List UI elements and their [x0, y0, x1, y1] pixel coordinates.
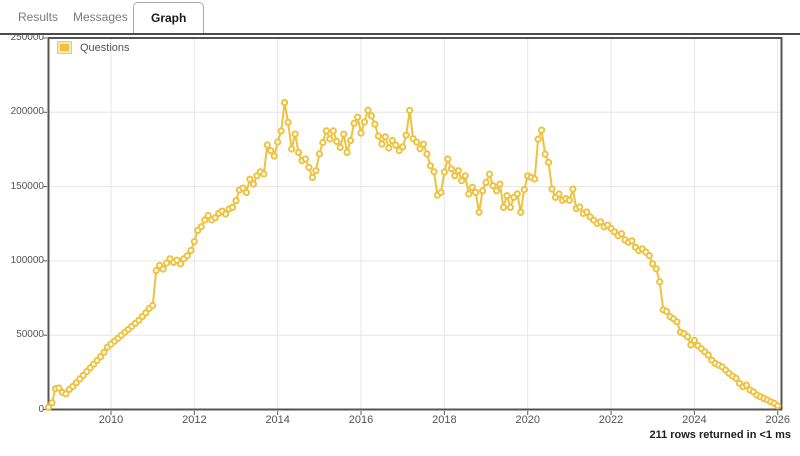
x-tick-label: 2014	[265, 414, 290, 426]
x-tick-label: 2010	[98, 414, 124, 426]
axis-ticks	[43, 37, 779, 415]
x-tick-label: 2024	[682, 414, 707, 426]
row-count-text: 211 rows returned in <1 ms	[649, 429, 791, 441]
y-tick-label: 0	[38, 403, 44, 415]
legend: Questions	[57, 41, 130, 54]
plot-border	[47, 37, 783, 411]
x-tick-label: 2012	[182, 414, 207, 426]
tab-messages[interactable]: Messages	[73, 10, 128, 24]
data-points	[44, 99, 782, 411]
x-tick-label: 2022	[598, 414, 624, 426]
x-tick-label: 2026	[765, 414, 790, 426]
y-tick-label: 250000	[10, 32, 44, 43]
tab-bar: Results Messages Graph	[0, 0, 800, 35]
questions-line	[47, 101, 779, 408]
tab-graph[interactable]: Graph	[133, 2, 205, 33]
y-tick-label: 200000	[10, 106, 44, 118]
status-bar: 211 rows returned in <1 ms	[649, 429, 791, 441]
legend-label: Questions	[80, 41, 130, 54]
gridlines	[48, 38, 782, 410]
y-tick-label: 50000	[16, 329, 44, 341]
x-tick-label: 2018	[432, 414, 457, 426]
y-tick-label: 100000	[10, 254, 44, 266]
tab-results[interactable]: Results	[18, 10, 59, 24]
series-swatch	[57, 41, 72, 54]
y-tick-label: 150000	[10, 180, 44, 192]
x-tick-label: 2016	[348, 414, 374, 426]
x-tick-label: 2020	[515, 414, 540, 426]
